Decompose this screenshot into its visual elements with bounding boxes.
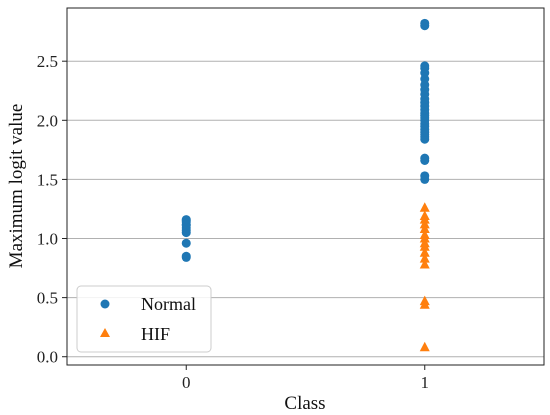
y-tick-label: 2.0 — [37, 111, 58, 130]
data-point-hif — [419, 295, 430, 306]
data-point-normal — [181, 251, 191, 261]
data-point-normal — [420, 61, 430, 71]
data-marks — [181, 18, 430, 352]
data-point-hif — [419, 229, 430, 239]
data-point-normal — [420, 18, 430, 28]
data-point-normal — [181, 215, 191, 225]
data-point-normal — [181, 238, 191, 248]
y-tick-label: 2.5 — [37, 52, 58, 71]
y-tick-label: 1.5 — [37, 170, 58, 189]
legend-hif-marker — [100, 328, 110, 337]
data-point-hif — [419, 210, 430, 221]
data-point-hif — [419, 202, 430, 212]
y-tick-label: 1.0 — [37, 230, 58, 249]
data-point-hif — [419, 341, 430, 352]
legend-normal-label: Normal — [141, 294, 196, 314]
legend-normal-marker — [100, 299, 110, 309]
y-tick-label: 0.0 — [37, 348, 58, 367]
data-point-normal — [420, 171, 430, 181]
y-tick-label: 0.5 — [37, 289, 58, 308]
x-tick-label: 1 — [421, 373, 430, 392]
data-point-hif — [419, 259, 430, 269]
axis-ticks: 0.0 0.5 1.0 1.5 2.0 2.5 0 1 — [37, 52, 429, 392]
data-point-hif — [419, 247, 430, 257]
legend-hif-label: HIF — [141, 324, 170, 344]
x-tick-label: 0 — [182, 373, 191, 392]
data-point-normal — [420, 153, 430, 163]
legend: Normal HIF — [76, 285, 212, 353]
data-point-hif — [419, 253, 430, 263]
x-axis-label: Class — [284, 393, 325, 414]
y-axis-label: Maximum logit value — [6, 104, 27, 269]
legend-box — [76, 285, 212, 353]
plot-frame — [66, 7, 545, 366]
